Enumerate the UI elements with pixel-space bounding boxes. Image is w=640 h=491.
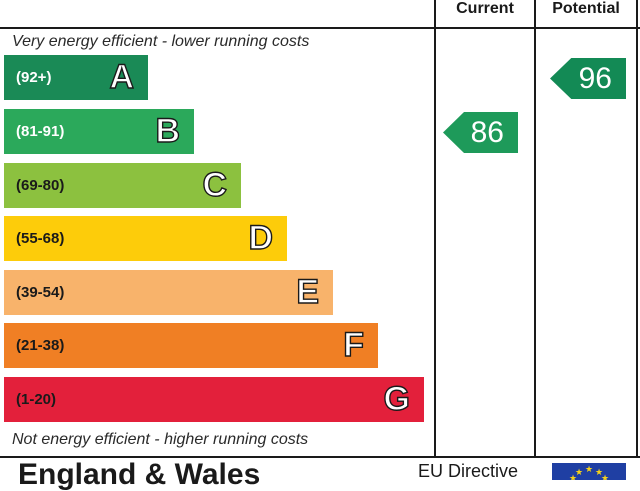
current-column-header: Current [456,0,514,17]
band-letter: F [343,325,365,364]
band-range-label: (81-91) [16,123,65,140]
bottom-note: Not energy efficient - higher running co… [12,431,309,448]
band-range-label: (39-54) [16,284,65,301]
band-letter: B [155,111,181,150]
flag-star: ★ [575,467,584,477]
band-a: (92+) A [4,55,148,100]
top-note: Very energy efficient - lower running co… [12,33,310,50]
band-letter: E [296,272,320,311]
band-letter: D [248,218,274,257]
flag-star: ★ [601,473,610,481]
potential-column-header: Potential [552,0,620,17]
header-divider [0,27,640,29]
band-d: (55-68) D [4,216,287,261]
band-g: (1-20) G [4,377,424,422]
eu-flag-icon: ★ ★ ★ ★ ★ [552,463,626,480]
band-range-label: (55-68) [16,230,65,247]
band-letter: C [202,165,228,204]
current-column-left-border [434,0,436,458]
potential-column-left-border [534,0,536,458]
flag-star: ★ [595,467,604,477]
current-rating-value: 86 [470,115,504,149]
band-range-label: (69-80) [16,177,65,194]
flag-star: ★ [585,464,594,474]
footer-directive-label: EU Directive [418,461,519,481]
band-range-label: (92+) [16,69,52,86]
current-rating-arrow: 86 [443,112,518,153]
band-letter: A [109,57,135,96]
band-f: (21-38) F [4,323,378,368]
right-border [636,0,638,458]
potential-rating-arrow: 96 [550,58,626,99]
band-c: (69-80) C [4,163,241,208]
band-e: (39-54) E [4,270,333,315]
footer-divider [0,456,640,458]
flag-star: ★ [569,473,578,481]
band-letter: G [383,379,411,418]
potential-rating-value: 96 [578,61,612,95]
band-range-label: (21-38) [16,337,65,354]
footer-region-label: England & Wales [18,458,261,491]
band-range-label: (1-20) [16,391,57,408]
band-b: (81-91) B [4,109,194,154]
